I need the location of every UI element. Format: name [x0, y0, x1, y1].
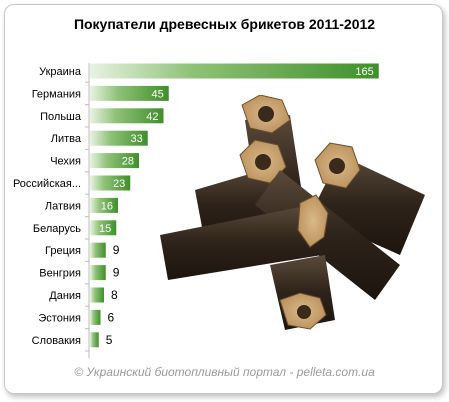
- bar: [90, 130, 148, 146]
- data-label: 15: [99, 223, 111, 235]
- bar: [90, 309, 101, 325]
- bar: [90, 197, 118, 213]
- data-label: 8: [111, 288, 118, 302]
- bar: [90, 332, 99, 348]
- bar: [90, 242, 106, 258]
- data-label: 42: [146, 111, 158, 123]
- data-label: 16: [101, 200, 113, 212]
- bar: [90, 108, 164, 124]
- category-label: Латвия: [45, 200, 81, 212]
- chart-title: Покупатели древесных брикетов 2011-2012: [73, 16, 376, 32]
- data-label: 165: [355, 66, 373, 78]
- footer-credit: © Украинский биотопливный портал - pelle…: [74, 365, 375, 379]
- data-label: 23: [113, 178, 125, 190]
- bar: [90, 153, 139, 169]
- data-label: 33: [131, 133, 143, 145]
- category-label: Российская...: [13, 178, 81, 190]
- category-label: Греция: [45, 245, 81, 257]
- category-label: Польша: [40, 111, 82, 123]
- data-label: 9: [113, 266, 120, 280]
- category-label: Словакия: [32, 335, 81, 347]
- bar: [90, 220, 117, 236]
- data-label: 28: [122, 156, 134, 168]
- category-label: Литва: [51, 133, 82, 145]
- category-label: Германия: [32, 88, 81, 100]
- bar: [90, 175, 131, 191]
- bar: [90, 265, 106, 281]
- category-label: Эстония: [38, 312, 81, 324]
- data-label: 5: [106, 333, 113, 347]
- wood-briquettes-image: [160, 95, 425, 330]
- bar: [90, 63, 379, 79]
- bar: [90, 85, 169, 101]
- category-label: Чехия: [50, 156, 81, 168]
- category-label: Венгрия: [39, 268, 81, 280]
- bar: [90, 287, 104, 303]
- category-label: Украина: [39, 66, 82, 78]
- category-label: Беларусь: [33, 223, 81, 235]
- data-label: 9: [113, 243, 120, 257]
- data-label: 45: [152, 88, 164, 100]
- category-label: Дания: [49, 290, 81, 302]
- data-label: 6: [108, 310, 115, 324]
